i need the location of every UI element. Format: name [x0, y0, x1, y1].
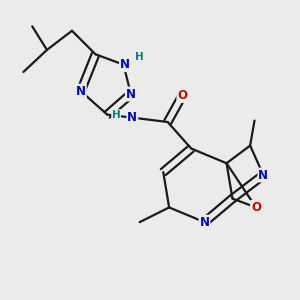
Text: H: H [112, 110, 121, 120]
Text: O: O [177, 89, 188, 102]
Text: O: O [251, 201, 261, 214]
Text: N: N [258, 169, 268, 182]
Text: N: N [76, 85, 86, 98]
Text: H: H [135, 52, 144, 62]
Text: N: N [200, 216, 209, 229]
Text: N: N [120, 58, 130, 71]
Text: N: N [127, 111, 137, 124]
Text: N: N [126, 88, 136, 100]
